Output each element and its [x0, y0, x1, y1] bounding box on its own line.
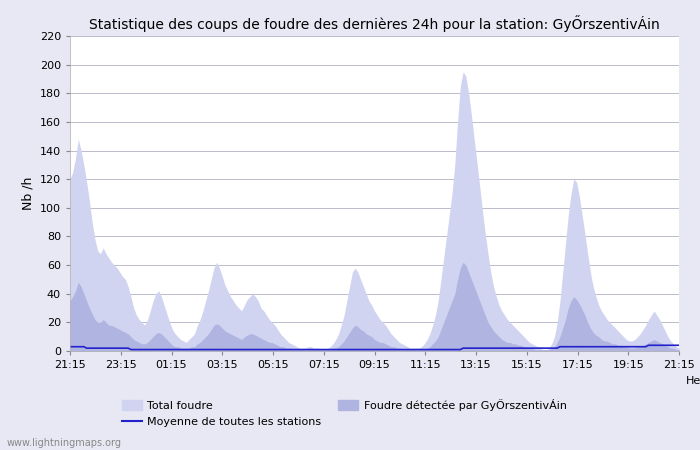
Y-axis label: Nb /h: Nb /h [21, 177, 34, 210]
Title: Statistique des coups de foudre des dernières 24h pour la station: GyŐrszentivÁi: Statistique des coups de foudre des dern… [89, 15, 660, 32]
Text: www.lightningmaps.org: www.lightningmaps.org [7, 438, 122, 448]
Text: Heure: Heure [686, 376, 700, 386]
Legend: Total foudre, Moyenne de toutes les stations, Foudre détectée par GyŐrszentivÁin: Total foudre, Moyenne de toutes les stat… [117, 394, 571, 432]
